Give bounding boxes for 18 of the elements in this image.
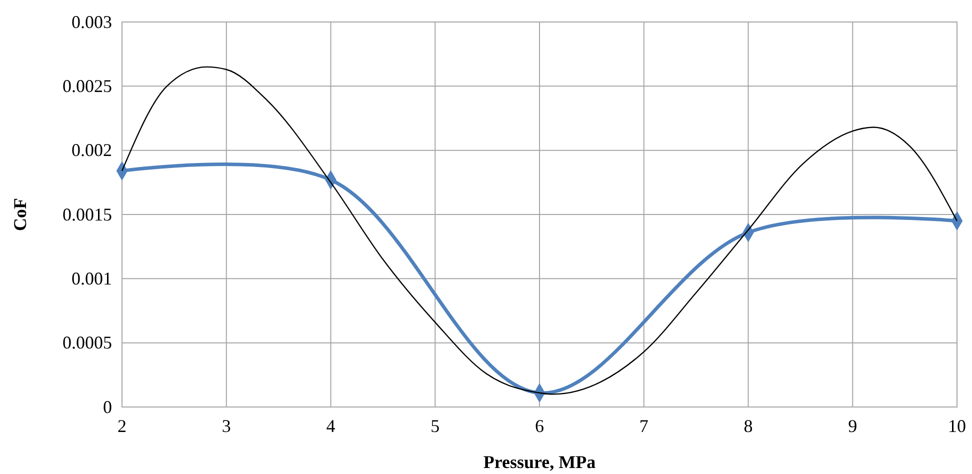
x-tick-label: 8 [744,416,753,436]
x-tick-label: 2 [118,416,126,436]
y-tick-label: 0.001 [72,268,112,288]
x-tick-label: 3 [222,416,231,436]
y-tick-label: 0.0015 [62,204,112,224]
y-tick-label: 0.0025 [62,76,112,96]
x-tick-label: 4 [326,416,336,436]
x-axis-title: Pressure, MPa [483,452,596,472]
x-tick-label: 6 [535,416,544,436]
y-axis-title: CoF [10,198,30,231]
x-tick-label: 9 [848,416,858,436]
x-tick-label: 5 [430,416,440,436]
y-tick-label: 0.002 [72,140,112,160]
x-tick-label: 10 [948,416,966,436]
x-tick-label: 7 [639,416,648,436]
y-tick-label: 0.003 [72,12,112,32]
y-tick-label: 0.0005 [62,332,112,353]
y-tick-label: 0 [103,396,112,417]
